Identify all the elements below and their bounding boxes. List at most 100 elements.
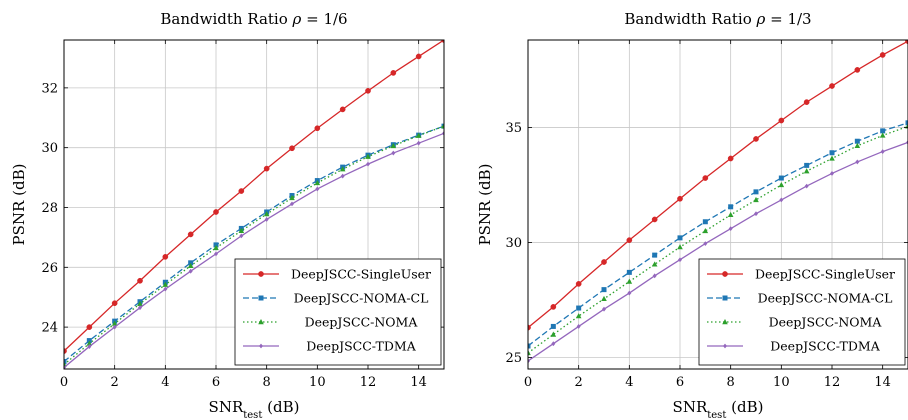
x-tick-label: 2 bbox=[111, 375, 119, 390]
data-point bbox=[390, 142, 397, 149]
data-point bbox=[803, 168, 810, 174]
data-point bbox=[753, 189, 759, 195]
data-point bbox=[187, 262, 194, 269]
data-point bbox=[213, 244, 219, 251]
y-tick-label: 30 bbox=[505, 236, 522, 251]
x-tick-label: 8 bbox=[263, 375, 271, 390]
legend-marker bbox=[722, 271, 728, 277]
x-tick-label: 8 bbox=[727, 375, 735, 390]
data-point bbox=[728, 204, 734, 210]
chart-panel-2: Bandwidth Ratio ρ = 1/3 0 2 4 6 8 10 12 14 25 30 35… bbox=[476, 10, 908, 420]
data-point bbox=[651, 216, 658, 223]
data-point bbox=[804, 183, 809, 189]
x-axis-label: SNRtest (dB) bbox=[673, 398, 764, 420]
legend-label: DeepJSCC-SingleUser bbox=[755, 267, 895, 282]
data-point bbox=[778, 117, 785, 124]
data-point bbox=[601, 287, 607, 293]
series-line-1 bbox=[528, 40, 908, 329]
data-point bbox=[905, 120, 908, 126]
data-point bbox=[829, 155, 835, 161]
data-point bbox=[137, 277, 143, 284]
data-point bbox=[188, 268, 193, 274]
x-tick-label: 12 bbox=[824, 375, 841, 390]
data-point bbox=[238, 188, 245, 194]
chart-title: Bandwidth Ratio ρ = 1/3 bbox=[624, 10, 811, 28]
y-tick-label: 35 bbox=[505, 121, 522, 136]
x-tick-label: 2 bbox=[575, 375, 583, 390]
data-point bbox=[728, 226, 733, 232]
x-tick-label: 4 bbox=[161, 375, 169, 390]
data-point bbox=[829, 83, 835, 89]
series-line-4 bbox=[64, 132, 444, 369]
plot-frame bbox=[63, 39, 445, 370]
x-tick-label: 0 bbox=[60, 375, 68, 390]
data-point bbox=[314, 179, 321, 186]
data-point bbox=[803, 99, 810, 105]
data-point bbox=[391, 150, 396, 156]
data-point bbox=[576, 324, 581, 329]
data-point bbox=[727, 211, 734, 218]
legend-label: DeepJSCC-NOMA-CL bbox=[294, 291, 429, 306]
data-point bbox=[162, 253, 169, 260]
data-point bbox=[64, 359, 67, 365]
data-point bbox=[238, 227, 245, 234]
legend-marker bbox=[258, 319, 264, 325]
data-point bbox=[339, 166, 346, 172]
y-tick-label: 26 bbox=[41, 261, 58, 276]
data-point bbox=[702, 219, 708, 225]
data-point bbox=[87, 344, 92, 349]
data-point bbox=[263, 211, 270, 217]
x-tick-label: 0 bbox=[524, 375, 532, 390]
data-point bbox=[879, 52, 886, 58]
data-point bbox=[677, 244, 683, 250]
legend-label: DeepJSCC-TDMA bbox=[306, 339, 416, 354]
data-point bbox=[754, 211, 758, 217]
data-point bbox=[415, 132, 422, 138]
data-point bbox=[550, 331, 557, 337]
data-point bbox=[804, 162, 810, 168]
data-point bbox=[162, 281, 169, 287]
series-line-2 bbox=[528, 122, 908, 347]
data-point bbox=[880, 128, 886, 134]
data-point bbox=[727, 155, 734, 162]
chart-panel-1: Bandwidth Ratio ρ = 1/60 2 4 6 8 10 12 14242628… bbox=[10, 10, 445, 420]
data-point bbox=[528, 349, 531, 356]
data-point bbox=[601, 295, 607, 302]
data-point bbox=[703, 241, 708, 247]
data-point bbox=[290, 201, 294, 207]
data-point bbox=[111, 300, 118, 307]
data-point bbox=[264, 217, 269, 222]
data-point bbox=[854, 138, 860, 144]
data-point bbox=[677, 195, 683, 202]
data-point bbox=[626, 278, 633, 284]
data-point bbox=[652, 273, 657, 279]
legend-label: DeepJSCC-SingleUser bbox=[291, 267, 431, 282]
x-tick-label: 6 bbox=[676, 375, 684, 390]
y-tick-label: 28 bbox=[41, 201, 58, 216]
legend-marker bbox=[259, 343, 263, 349]
x-tick-label: 14 bbox=[410, 375, 427, 390]
data-point bbox=[441, 123, 444, 129]
y-axis-label: PSNR (dB) bbox=[476, 164, 494, 246]
data-point bbox=[905, 40, 908, 44]
legend-box bbox=[698, 258, 906, 366]
series-line-3 bbox=[64, 125, 444, 366]
data-point bbox=[213, 209, 219, 215]
data-point bbox=[626, 237, 633, 244]
data-point bbox=[86, 340, 93, 346]
data-point bbox=[366, 161, 370, 167]
y-tick-label: 30 bbox=[41, 141, 58, 156]
data-point bbox=[263, 165, 270, 172]
series-line-2 bbox=[64, 125, 444, 363]
legend: DeepJSCC-SingleUser DeepJSCC-NOMA-CL DeepJ… bbox=[698, 258, 906, 366]
data-point bbox=[626, 269, 632, 275]
data-point bbox=[575, 313, 582, 319]
data-point bbox=[855, 159, 860, 165]
data-point bbox=[601, 259, 607, 265]
series-line-1 bbox=[64, 40, 444, 352]
series-group bbox=[64, 40, 444, 369]
data-point bbox=[854, 67, 861, 73]
data-point bbox=[365, 87, 371, 94]
data-point bbox=[289, 194, 295, 201]
